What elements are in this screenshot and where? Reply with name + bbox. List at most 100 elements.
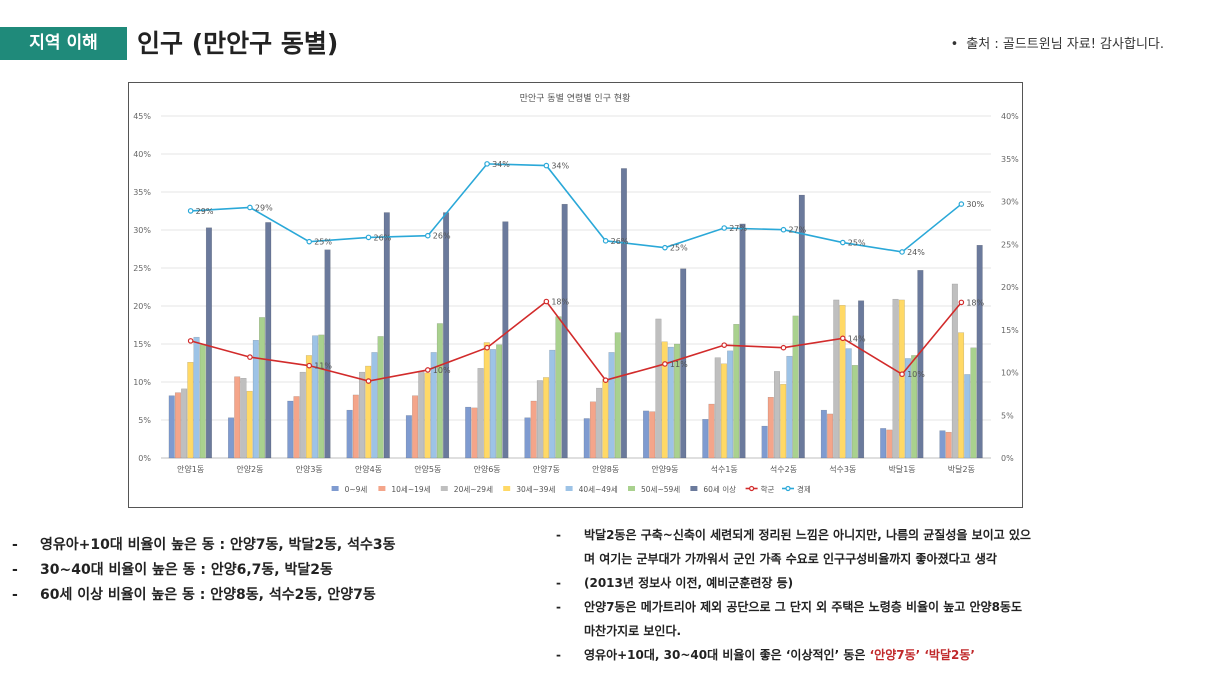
- bar-mark: [299, 371, 306, 459]
- bar-mark: [168, 395, 175, 459]
- line-point: [187, 338, 194, 344]
- bar-mark: [199, 344, 206, 459]
- legend-label: 30세~39세: [516, 485, 555, 494]
- bar-mark: [839, 305, 846, 459]
- bar-mark: [911, 355, 918, 459]
- bar-mark: [714, 357, 721, 459]
- bar-mark: [614, 332, 621, 459]
- bar-mark: [549, 349, 556, 459]
- legend-label: 40세~49세: [579, 485, 618, 494]
- left-tick-label: 0%: [138, 454, 151, 463]
- legend-label: 20세~29세: [454, 485, 493, 494]
- bar-mark: [246, 390, 253, 459]
- bar-mark: [774, 371, 781, 459]
- chart-legend: 0~9세 10세~19세 20세~29세 30세~39세 40세~49세 50세~59세 6…: [331, 484, 811, 494]
- line-point: [187, 208, 194, 214]
- bar-mark: [970, 347, 977, 459]
- left-tick-label: 40%: [133, 150, 151, 159]
- population-chart: 만안구 동별 연령별 인구 현황 0% 5% 10% 15% 20% 25% 30% 35% 4…: [133, 92, 1019, 494]
- line-point: [839, 239, 846, 246]
- note-dash: -: [12, 562, 18, 578]
- highlight-text: ‘안양7동’ ‘박달2동’: [869, 648, 975, 662]
- bar-mark: [477, 368, 484, 459]
- x-tick-label: 안양1동: [177, 464, 204, 474]
- line-point: [365, 378, 372, 384]
- bar-mark: [649, 411, 656, 459]
- bar-mark: [892, 298, 899, 459]
- x-tick-label: 안양9동: [651, 464, 678, 474]
- bar-mark: [661, 341, 668, 459]
- left-tick-label: 25%: [133, 264, 151, 273]
- note-item: - 60세 이상 비율이 높은 동 : 안양8동, 석수2동, 안양7동: [12, 583, 396, 608]
- bar-mark: [945, 431, 952, 459]
- right-tick-label: 10%: [1001, 369, 1019, 378]
- bar-mark: [786, 355, 793, 459]
- line-point: [721, 225, 728, 231]
- x-tick-label: 박달2동: [948, 464, 975, 474]
- note-item: - 안양7동은 메가트리아 제외 공단으로 그 단지 외 주택은 노령층 비율이 …: [556, 595, 1031, 643]
- data-label: 26%: [433, 232, 451, 241]
- bar-mark: [964, 374, 971, 459]
- data-label: 26%: [374, 233, 392, 242]
- data-label: 18%: [966, 298, 984, 307]
- series-line: [190, 163, 962, 253]
- note-item: - 영유아+10대, 30~40대 비율이 좋은 ‘이상적인’ 동은 ‘안양7동’…: [556, 643, 1031, 667]
- bar-mark: [365, 365, 372, 459]
- data-label: 34%: [551, 162, 569, 171]
- note-text: 박달2동은 구축~신축이 세련되게 정리된 느낌은 아니지만, 나름의 균질성을…: [584, 528, 1031, 542]
- bar-mark: [418, 371, 425, 459]
- bar-mark: [798, 194, 805, 459]
- bar-mark: [193, 336, 200, 459]
- bar-mark: [780, 384, 787, 459]
- bar-mark: [827, 413, 834, 459]
- note-text: 30~40대 비율이 높은 동 : 안양6,7동, 박달2동: [40, 562, 333, 578]
- x-tick-label: 석수3동: [829, 464, 856, 474]
- data-label: 34%: [492, 160, 510, 169]
- bar-mark: [917, 270, 924, 459]
- note-text: 안양7동은 메가트리아 제외 공단으로 그 단지 외 주택은 노령층 비율이 높…: [584, 600, 1023, 614]
- bar-mark: [383, 212, 390, 459]
- data-label: 29%: [196, 207, 214, 216]
- bar-mark: [976, 244, 983, 459]
- left-tick-label: 30%: [133, 226, 151, 235]
- bar-mark: [583, 418, 590, 459]
- bar-mark: [792, 315, 799, 459]
- bar-mark: [502, 221, 509, 459]
- legend-swatch: [565, 486, 573, 491]
- line-point: [958, 299, 965, 306]
- bar-mark: [205, 227, 212, 459]
- note-item: - 30~40대 비율이 높은 동 : 안양6,7동, 박달2동: [12, 558, 396, 583]
- note-text: 영유아+10대 비율이 높은 동 : 안양7동, 박달2동, 석수3동: [40, 537, 396, 553]
- legend-swatch: [378, 486, 386, 491]
- data-label: 29%: [255, 203, 273, 212]
- line-point: [899, 249, 905, 255]
- data-label: 11%: [314, 362, 332, 371]
- bar-mark: [820, 409, 827, 459]
- bar-mark: [904, 358, 911, 459]
- x-tick-label: 안양7동: [533, 464, 560, 474]
- data-label: 27%: [729, 224, 747, 233]
- left-notes: - 영유아+10대 비율이 높은 동 : 안양7동, 박달2동, 석수3동 - 30…: [12, 533, 396, 608]
- left-tick-label: 15%: [133, 340, 151, 349]
- bar-mark: [293, 396, 300, 459]
- page-title: 인구 (만안구 동별): [137, 29, 339, 58]
- data-label: 10%: [433, 366, 451, 375]
- bar-mark: [674, 343, 681, 459]
- bar-mark: [358, 371, 365, 459]
- x-tick-label: 안양2동: [236, 464, 263, 474]
- chart-grid: [161, 115, 991, 459]
- left-tick-label: 45%: [133, 112, 151, 121]
- right-tick-label: 0%: [1001, 454, 1014, 463]
- bar-mark: [602, 378, 609, 459]
- right-tick-label: 40%: [1001, 112, 1019, 121]
- x-tick-label: 안양6동: [473, 464, 500, 474]
- line-point: [602, 238, 609, 244]
- chart-frame: 만안구 동별 연령별 인구 현황 0% 5% 10% 15% 20% 25% 30% 35% 4…: [128, 82, 1023, 508]
- x-tick-label: 안양5동: [414, 464, 441, 474]
- bar-mark: [265, 222, 272, 459]
- bar-mark: [680, 268, 687, 459]
- bar-mark: [702, 419, 709, 459]
- data-label: 24%: [907, 248, 925, 257]
- left-axis: 0% 5% 10% 15% 20% 25% 30% 35% 40% 45%: [133, 112, 151, 463]
- bar-mark: [958, 332, 965, 459]
